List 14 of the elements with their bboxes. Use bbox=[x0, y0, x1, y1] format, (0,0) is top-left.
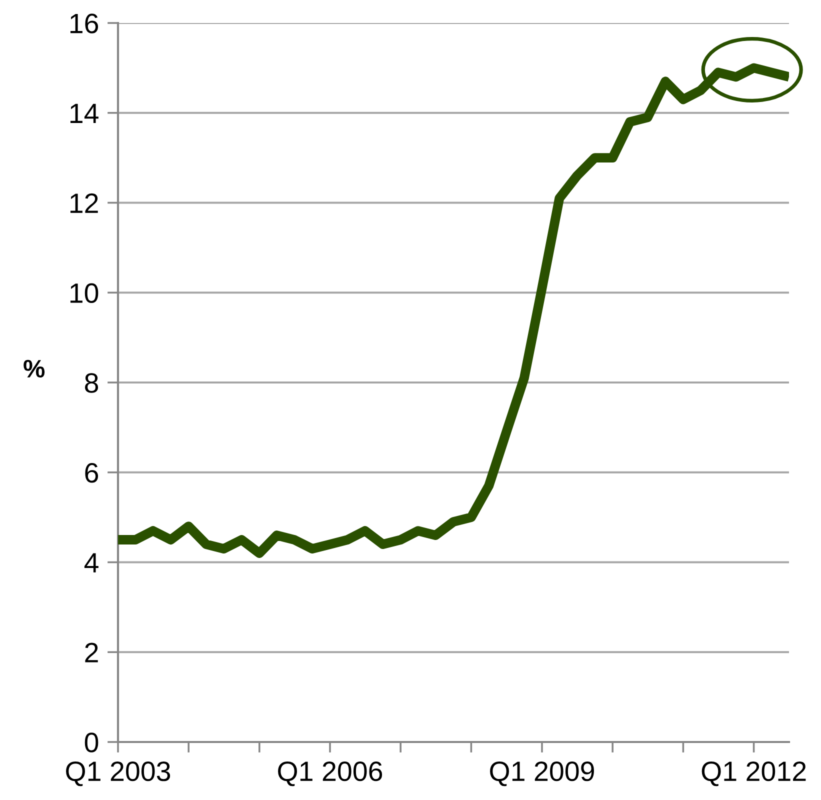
x-tick-label: Q1 2006 bbox=[278, 761, 382, 786]
x-tick-label: Q1 2003 bbox=[66, 761, 170, 786]
y-tick-label: 10 bbox=[70, 283, 98, 303]
y-tick-label: 4 bbox=[84, 553, 98, 572]
y-tick-label: 6 bbox=[85, 463, 98, 483]
y-tick-label: 0 bbox=[84, 732, 98, 752]
x-tick-label: Q1 2012 bbox=[702, 761, 806, 786]
y-tick-label: 16 bbox=[70, 14, 98, 34]
y-tick-label: 12 bbox=[70, 193, 98, 213]
y-tick-label: 2 bbox=[85, 642, 98, 662]
x-tick-label: Q1 2009 bbox=[490, 761, 594, 786]
y-tick-label: 8 bbox=[85, 373, 98, 393]
y-axis-title: % bbox=[24, 360, 45, 378]
y-tick-label: 14 bbox=[70, 104, 98, 123]
